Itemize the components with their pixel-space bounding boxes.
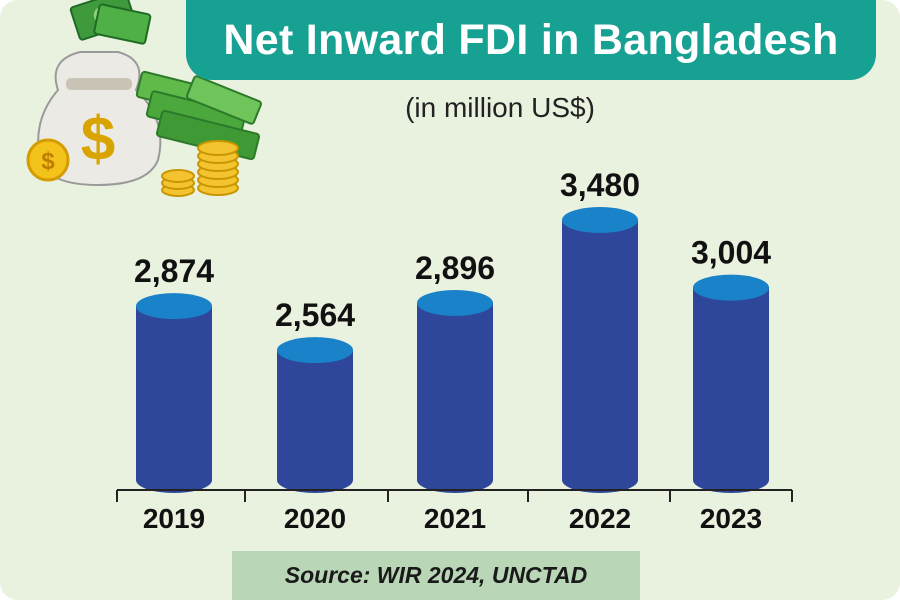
money-bag-and-cash-icon: $ $ $ [26, 0, 262, 197]
source-text: Source: WIR 2024, UNCTAD [284, 562, 588, 588]
bar-top [417, 289, 493, 316]
data-label: 3,480 [560, 167, 640, 203]
bar-top [562, 207, 638, 233]
bar-2022 [562, 207, 638, 493]
bar-body [417, 302, 493, 493]
bar-2021 [417, 289, 493, 493]
data-label: 3,004 [691, 235, 771, 271]
bar-top [136, 293, 212, 320]
source-box: Source: WIR 2024, UNCTAD [232, 551, 640, 600]
x-axis [116, 489, 793, 502]
bar-body [136, 306, 212, 493]
chart-subtitle: (in million US$) [405, 92, 595, 123]
chart-title: Net Inward FDI in Bangladesh [223, 15, 839, 64]
bar-top [693, 274, 769, 301]
data-label: 2,874 [134, 253, 214, 289]
data-label: 2,564 [275, 297, 355, 333]
x-tick-label: 2019 [143, 503, 205, 534]
bar-2020 [277, 337, 353, 493]
svg-text:$: $ [41, 148, 55, 175]
x-tick-label: 2021 [424, 503, 486, 534]
bar-body [693, 287, 769, 493]
svg-text:$: $ [81, 105, 115, 174]
data-label: 2,896 [415, 250, 495, 286]
bar-body [562, 220, 638, 493]
x-tick-label: 2020 [284, 503, 346, 534]
bar-2023 [693, 274, 769, 493]
title-banner: Net Inward FDI in Bangladesh [186, 0, 876, 80]
x-tick-label: 2022 [569, 503, 631, 534]
bar-body [277, 350, 353, 493]
bar-top [277, 337, 353, 364]
x-tick-label: 2023 [700, 503, 762, 534]
bar-2019 [136, 293, 212, 493]
